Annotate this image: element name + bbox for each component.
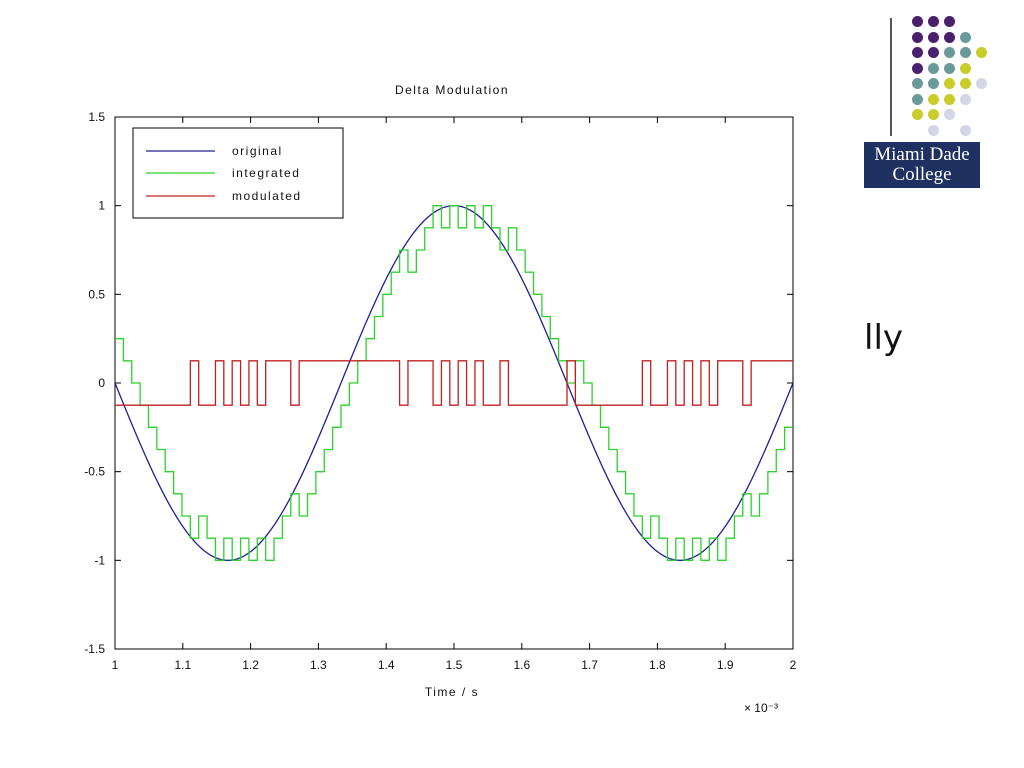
chart-title: Delta Modulation <box>395 83 509 97</box>
logo-dot <box>912 31 923 43</box>
x-tick-label: 1.2 <box>242 658 259 672</box>
y-tick-label: -1.5 <box>84 642 105 656</box>
logo-dot <box>928 124 939 136</box>
logo-divider <box>890 18 892 136</box>
x-tick-label: 1.8 <box>649 658 666 672</box>
y-tick-label: -0.5 <box>84 465 105 479</box>
logo-dot <box>928 31 939 43</box>
logo-dot <box>928 47 939 58</box>
logo-dot <box>912 47 923 58</box>
x-axis-exponent: × 10⁻³ <box>744 701 778 715</box>
logo-dot <box>960 31 971 43</box>
logo-line-2: College <box>892 164 952 185</box>
logo-dot <box>912 62 923 74</box>
legend-label-integrated: integrated <box>232 166 300 180</box>
logo-dot <box>944 78 955 89</box>
logo-dot <box>960 78 971 89</box>
logo-dot <box>960 47 971 58</box>
logo-dot <box>960 62 971 74</box>
logo-dot <box>912 16 923 27</box>
logo-dot <box>944 93 955 105</box>
slide-text-fragment: lly <box>864 318 904 358</box>
logo-dot-grid <box>900 14 1000 139</box>
college-logo: Miami Dade College <box>864 142 980 188</box>
logo-dot <box>928 93 939 105</box>
logo-dot <box>960 93 971 105</box>
y-tick-label: 0.5 <box>88 287 105 301</box>
legend-label-original: original <box>232 144 283 158</box>
y-tick-label: -1 <box>94 553 105 567</box>
logo-dot <box>944 62 955 74</box>
x-tick-label: 2 <box>790 658 797 672</box>
logo-dot <box>960 124 971 136</box>
logo-dot <box>928 78 939 89</box>
legend-label-modulated: modulated <box>232 189 302 203</box>
x-tick-label: 1.7 <box>581 658 598 672</box>
ticks-layer: 1 1.1 1.2 1.3 1.4 1.5 1.6 1.7 1.8 1.9 2 1.5 1 0.5 0 -0.… <box>84 110 796 672</box>
logo-dot <box>912 78 923 89</box>
y-tick-label: 0 <box>98 376 105 390</box>
y-tick-label: 1 <box>98 199 105 213</box>
logo-dot <box>976 78 987 89</box>
x-tick-label: 1.9 <box>717 658 734 672</box>
logo-dot <box>912 93 923 105</box>
logo-dot <box>912 109 923 120</box>
series-layer <box>114 205 794 561</box>
y-tick-label: 1.5 <box>88 110 105 124</box>
logo-dot <box>944 47 955 58</box>
x-tick-label: 1.3 <box>310 658 327 672</box>
x-tick-label: 1.1 <box>174 658 191 672</box>
x-axis-label: Time / s <box>425 685 479 699</box>
logo-dot <box>944 16 955 27</box>
series-integrated-line <box>115 205 793 561</box>
series-original-line <box>114 205 794 561</box>
logo-dot <box>928 62 939 74</box>
logo-dot <box>976 47 987 58</box>
logo-line-1: Miami Dade <box>874 144 970 165</box>
logo-dot <box>944 31 955 43</box>
logo-dot <box>928 109 939 120</box>
x-tick-label: 1.6 <box>513 658 530 672</box>
logo-dot <box>928 16 939 27</box>
series-modulated-line <box>115 360 793 406</box>
x-tick-label: 1.5 <box>446 658 463 672</box>
x-tick-label: 1.4 <box>378 658 395 672</box>
legend: original integrated modulated <box>132 127 344 219</box>
logo-dot <box>944 109 955 120</box>
x-tick-label: 1 <box>112 658 119 672</box>
